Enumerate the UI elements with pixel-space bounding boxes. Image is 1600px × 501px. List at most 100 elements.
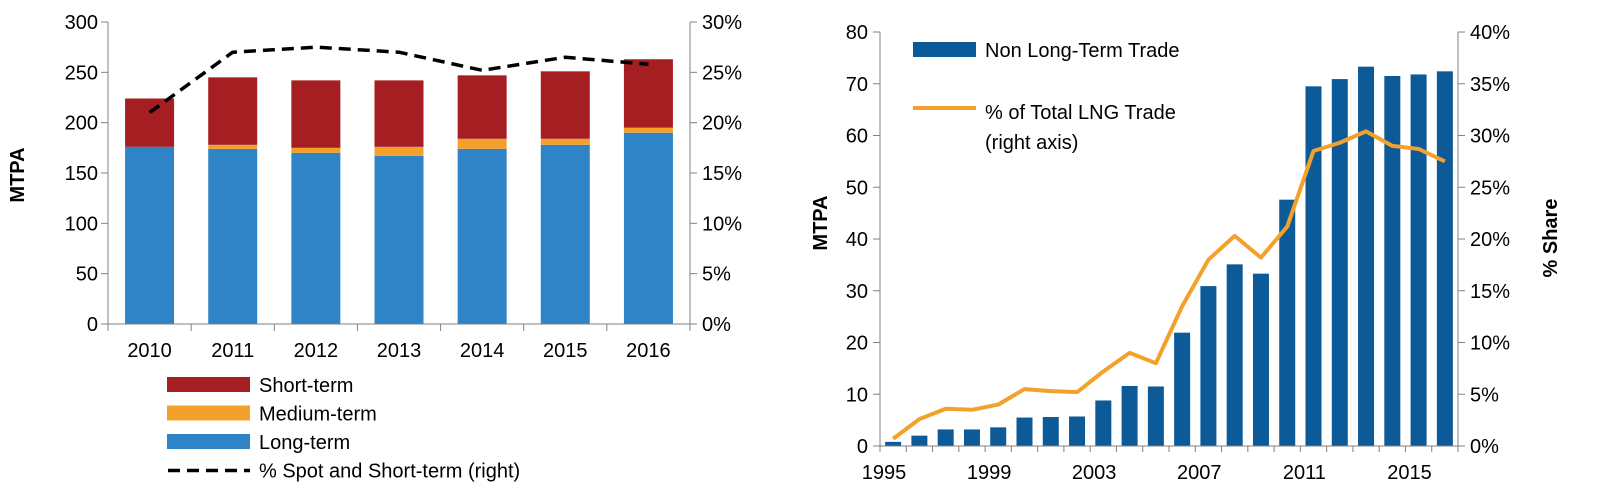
bar-non-long-term-trade xyxy=(885,441,902,446)
left-y2-tick-label: 5% xyxy=(702,264,731,286)
left-line-series xyxy=(148,45,649,115)
bar-non-long-term-trade xyxy=(1016,417,1033,446)
right-y-tick-label: 40 xyxy=(846,229,868,251)
right-y2-tick-label: 25% xyxy=(1470,177,1510,199)
right-y2-tick-label: 20% xyxy=(1470,229,1510,251)
legend-label: Medium-term xyxy=(259,404,377,426)
bar-non-long-term-trade xyxy=(1200,286,1217,446)
bar-short-term xyxy=(540,71,590,139)
right-y-tick-label: 70 xyxy=(846,74,868,96)
bar-medium-term xyxy=(540,138,590,145)
right-y-tick-label: 80 xyxy=(846,22,868,44)
bar-long-term xyxy=(291,152,341,324)
left-chart: MTPA 0 50 100 150 200 250 300 0% 5% 10% 15% 20% 25%… xyxy=(7,12,742,483)
bar-non-long-term-trade xyxy=(1174,332,1191,446)
right-y2-ticks: 0% 5% 10% 15% 20% 25% 30% 35% 40% xyxy=(1458,22,1510,458)
legend-label: % Spot and Short-term (right) xyxy=(259,461,520,483)
left-y2-tick-label: 10% xyxy=(702,213,742,235)
bar-long-term xyxy=(457,148,507,324)
left-axes xyxy=(107,22,691,325)
left-y2-tick-label: 20% xyxy=(702,113,742,135)
right-y-tick-label: 0 xyxy=(857,436,868,458)
bar-non-long-term-trade xyxy=(1147,386,1164,446)
bar-non-long-term-trade xyxy=(1384,75,1401,447)
right-y-axis-title: MTPA xyxy=(810,195,832,250)
bar-short-term xyxy=(291,80,341,148)
right-x-tick-label: 2007 xyxy=(1177,462,1222,484)
bar-long-term xyxy=(540,144,590,324)
left-x-tick-label: 2010 xyxy=(127,340,172,362)
right-y-tick-label: 10 xyxy=(846,384,868,406)
left-x-tick-label: 2015 xyxy=(543,340,588,362)
left-y-tick-label: 50 xyxy=(76,264,98,286)
bar-non-long-term-trade xyxy=(937,429,954,446)
legend-swatch xyxy=(167,434,250,449)
bar-short-term xyxy=(457,75,507,139)
right-x-tick-label: 1999 xyxy=(967,462,1012,484)
left-x-tick-label: 2014 xyxy=(460,340,505,362)
left-y2-tick-label: 0% xyxy=(702,314,731,336)
right-y-tick-label: 30 xyxy=(846,281,868,303)
right-chart: MTPA % Share 0 10 20 30 40 50 60 70 80 0% 5% 10% 15… xyxy=(810,22,1562,484)
bar-non-long-term-trade xyxy=(1279,199,1296,446)
bar-non-long-term-trade xyxy=(1358,66,1375,447)
right-y2-tick-label: 5% xyxy=(1470,384,1499,406)
legend-swatch xyxy=(913,42,976,57)
right-y-tick-label: 60 xyxy=(846,126,868,148)
bar-non-long-term-trade xyxy=(911,435,928,446)
right-x-tick-label: 2011 xyxy=(1283,462,1326,484)
legend-label: (right axis) xyxy=(985,132,1078,154)
bar-medium-term xyxy=(291,147,341,153)
bar-non-long-term-trade xyxy=(1305,86,1322,447)
right-y2-tick-label: 35% xyxy=(1470,74,1510,96)
bar-non-long-term-trade xyxy=(963,429,980,446)
bar-non-long-term-trade xyxy=(1331,79,1348,446)
bar-non-long-term-trade xyxy=(1226,264,1243,446)
legend-swatch xyxy=(167,405,250,421)
right-y2-tick-label: 0% xyxy=(1470,436,1499,458)
right-x-tick-label: 1995 xyxy=(862,462,907,484)
right-bars xyxy=(885,66,1453,447)
left-y-tick-label: 200 xyxy=(65,113,98,135)
bar-long-term xyxy=(623,132,673,324)
left-bars xyxy=(125,59,673,324)
left-x-tick-label: 2016 xyxy=(626,340,671,362)
left-y2-tick-label: 25% xyxy=(702,62,742,84)
bar-non-long-term-trade xyxy=(1095,400,1112,446)
right-y2-tick-label: 15% xyxy=(1470,281,1510,303)
right-y-ticks: 0 10 20 30 40 50 60 70 80 xyxy=(846,22,880,458)
right-y2-tick-label: 30% xyxy=(1470,126,1510,148)
left-y2-ticks: 0% 5% 10% 15% 20% 25% 30% xyxy=(690,12,742,336)
bar-non-long-term-trade xyxy=(1410,74,1427,446)
bar-medium-term xyxy=(374,146,424,156)
bar-non-long-term-trade xyxy=(1252,273,1269,446)
line-spot-short-term xyxy=(148,45,649,115)
legend-label: Non Long-Term Trade xyxy=(985,40,1180,62)
left-x-tick-label: 2011 xyxy=(211,340,254,362)
right-y2-tick-label: 40% xyxy=(1470,22,1510,44)
bar-short-term xyxy=(125,98,175,147)
right-legend: Non Long-Term Trade % of Total LNG Trade (… xyxy=(913,40,1180,154)
legend-swatch xyxy=(167,377,250,392)
bar-short-term xyxy=(208,77,258,145)
bar-long-term xyxy=(208,148,258,324)
bar-medium-term xyxy=(623,127,673,133)
legend-label: Short-term xyxy=(259,375,353,397)
bar-non-long-term-trade xyxy=(990,427,1007,446)
left-y-ticks: 0 50 100 150 200 250 300 xyxy=(65,12,108,336)
bar-non-long-term-trade xyxy=(1121,385,1138,446)
legend-label: Long-term xyxy=(259,432,350,454)
left-legend: Short-term Medium-term Long-term % Spot and… xyxy=(167,375,520,483)
bar-medium-term xyxy=(457,138,507,149)
bar-non-long-term-trade xyxy=(1069,416,1086,446)
right-x-ticks: 1995 1999 2003 2007 2011 2015 xyxy=(862,446,1459,484)
left-y-tick-label: 250 xyxy=(65,62,98,84)
left-y2-tick-label: 30% xyxy=(702,12,742,34)
left-y-axis-title: MTPA xyxy=(7,147,29,202)
left-y-tick-label: 0 xyxy=(87,314,98,336)
legend-label: % of Total LNG Trade xyxy=(985,102,1176,124)
bar-medium-term xyxy=(208,144,258,149)
bar-short-term xyxy=(623,59,673,128)
right-y-tick-label: 20 xyxy=(846,333,868,355)
